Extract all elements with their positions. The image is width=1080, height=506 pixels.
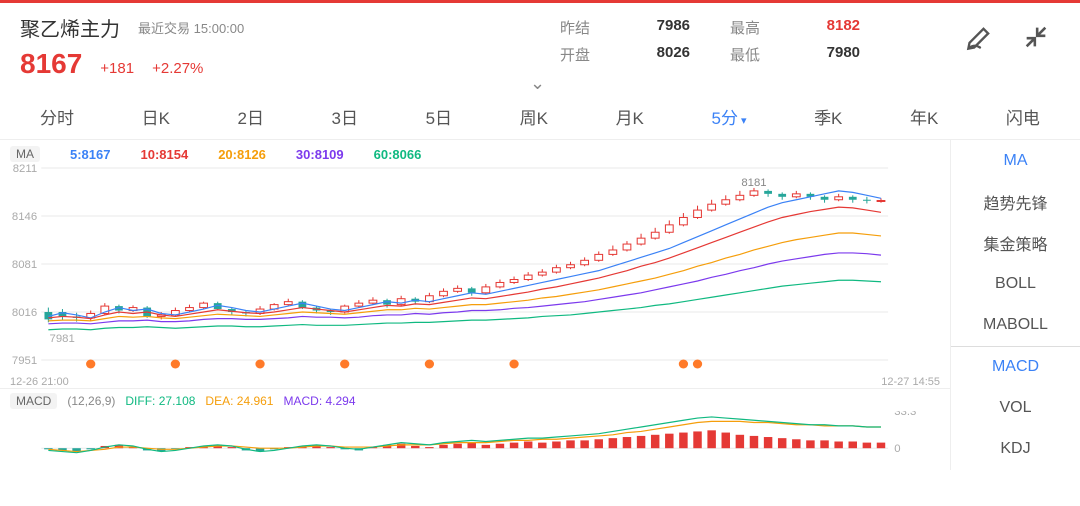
timeframe-5分[interactable]: 5分▾: [711, 104, 746, 129]
x-start-label: 12-26 21:00: [10, 376, 69, 388]
timeframe-闪电[interactable]: 闪电: [1006, 104, 1040, 129]
svg-text:8211: 8211: [13, 164, 37, 175]
recent-trade-label: 最近交易 15:00:00: [138, 18, 244, 37]
prev-close-value: 7986: [630, 17, 690, 38]
indicator-趋势先锋[interactable]: 趋势先锋: [951, 181, 1080, 222]
indicator-VOL[interactable]: VOL: [951, 388, 1080, 429]
indicator-MABOLL[interactable]: MABOLL: [951, 305, 1080, 346]
macd-macd: MACD: 4.294: [283, 394, 355, 408]
header-region: 聚乙烯主力 最近交易 15:00:00 8167 +181 +2.27% 昨结 …: [0, 3, 1080, 86]
ma-legend-item: 60:8066: [374, 147, 422, 162]
ma-badge: MA: [10, 146, 40, 162]
collapse-icon[interactable]: [1022, 23, 1050, 51]
open-value: 8026: [630, 44, 690, 65]
instrument-title: 聚乙烯主力: [20, 13, 120, 42]
macd-legend: MACD (12,26,9) DIFF: 27.108 DEA: 24.961 …: [0, 389, 950, 411]
timeframe-年K[interactable]: 年K: [910, 104, 938, 129]
svg-text:33.3: 33.3: [894, 411, 916, 418]
low-value: 7980: [800, 44, 860, 65]
timeframe-tabs: 分时 日K 2日 3日 5日 周K 月K 5分▾ 季K 年K 闪电: [0, 86, 1080, 140]
indicator-sidebar: MA趋势先锋集金策略BOLLMABOLLMACDVOLKDJ: [950, 140, 1080, 470]
chart-region: MA 5:8167 10:8154 20:8126 30:8109 60:8066 82…: [0, 140, 950, 470]
x-end-label: 12-27 14:55: [881, 376, 940, 388]
timeframe-3日[interactable]: 3日: [332, 104, 358, 129]
ma-legend-item: 20:8126: [218, 147, 266, 162]
last-price: 8167: [20, 48, 82, 80]
price-change-pct: +2.27%: [152, 60, 203, 77]
macd-badge: MACD: [10, 393, 57, 409]
candlestick-chart[interactable]: 8211 8146 8081 8016 7951 7981 8181: [0, 164, 950, 374]
indicator-KDJ[interactable]: KDJ: [951, 429, 1080, 470]
svg-text:8146: 8146: [12, 211, 37, 223]
svg-text:0: 0: [894, 443, 900, 455]
svg-text:7981: 7981: [50, 333, 75, 345]
open-label: 开盘: [560, 44, 590, 65]
timeframe-分时[interactable]: 分时: [40, 104, 74, 129]
ma-legend-item: 30:8109: [296, 147, 344, 162]
indicator-集金策略[interactable]: 集金策略: [951, 222, 1080, 263]
indicator-BOLL[interactable]: BOLL: [951, 263, 1080, 304]
high-label: 最高: [730, 17, 760, 38]
edit-icon[interactable]: [966, 23, 994, 51]
timeframe-月K[interactable]: 月K: [616, 104, 644, 129]
low-label: 最低: [730, 44, 760, 65]
svg-text:7951: 7951: [12, 355, 37, 367]
svg-text:8016: 8016: [12, 307, 37, 319]
indicator-MACD[interactable]: MACD: [951, 347, 1080, 388]
timeframe-2日[interactable]: 2日: [238, 104, 264, 129]
high-value: 8182: [800, 17, 860, 38]
timeframe-季K[interactable]: 季K: [814, 104, 842, 129]
svg-text:8081: 8081: [12, 259, 37, 271]
timeframe-5日[interactable]: 5日: [426, 104, 452, 129]
ma-legend-item: 10:8154: [140, 147, 188, 162]
svg-text:8181: 8181: [741, 177, 766, 189]
chevron-down-icon[interactable]: ⌄: [530, 73, 545, 94]
price-change: +181: [100, 60, 134, 77]
timeframe-日K[interactable]: 日K: [142, 104, 170, 129]
macd-params: (12,26,9): [67, 394, 115, 408]
ma-legend-item: 5:8167: [70, 147, 110, 162]
prev-close-label: 昨结: [560, 17, 590, 38]
macd-chart[interactable]: 33.30-33.3: [0, 411, 950, 471]
indicator-MA[interactable]: MA: [951, 140, 1080, 181]
quote-grid: 昨结 7986 最高 8182 开盘 8026 最低 7980: [560, 17, 860, 65]
ma-legend: MA 5:8167 10:8154 20:8126 30:8109 60:8066: [0, 140, 950, 164]
x-axis-labels: 12-26 21:00 12-27 14:55: [0, 374, 950, 388]
macd-dea: DEA: 24.961: [205, 394, 273, 408]
timeframe-周K[interactable]: 周K: [520, 104, 548, 129]
macd-diff: DIFF: 27.108: [125, 394, 195, 408]
